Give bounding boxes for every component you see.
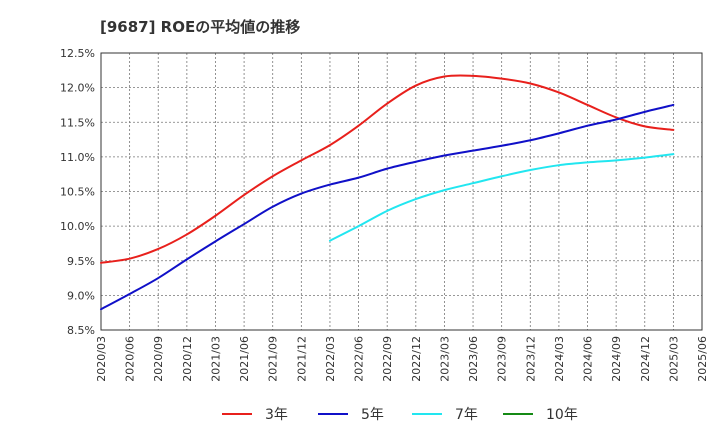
legend: 3年 5年 7年 10年: [222, 407, 578, 423]
x-tick-label: 2024/09: [610, 336, 623, 382]
series-line-5年: [100, 103, 675, 311]
y-tick-label: 9.5%: [67, 255, 95, 268]
y-tick-label: 8.5%: [67, 324, 95, 337]
y-tick-label: 12.0%: [60, 82, 95, 95]
series-line-3年: [100, 74, 675, 264]
y-axis-ticks: 8.5% 9.0% 9.5% 10.0% 10.5% 11.0% 11.5% 12.0% 12.…: [60, 47, 95, 337]
plot-area-border: [100, 52, 703, 331]
x-tick-label: 2021/09: [267, 336, 280, 382]
x-tick-label: 2025/03: [667, 336, 680, 382]
y-tick-label: 11.0%: [60, 151, 95, 164]
grid-layer: [101, 53, 702, 330]
y-tick-label: 9.0%: [67, 289, 95, 302]
x-tick-label: 2020/06: [124, 336, 137, 382]
y-tick-label: 11.5%: [60, 116, 95, 129]
x-tick-label: 2021/06: [238, 336, 251, 382]
x-tick-label: 2020/09: [152, 336, 165, 382]
x-tick-label: 2022/06: [353, 336, 366, 382]
x-tick-label: 2023/12: [524, 336, 537, 382]
x-tick-label: 2022/09: [381, 336, 394, 382]
y-tick-label: 10.5%: [60, 186, 95, 199]
legend-label: 10年: [546, 407, 578, 423]
x-tick-label: 2024/06: [582, 336, 595, 382]
x-tick-label: 2023/06: [467, 336, 480, 382]
x-tick-label: 2022/12: [410, 336, 423, 382]
y-tick-label: 12.5%: [60, 47, 95, 60]
x-tick-label: 2025/06: [696, 336, 709, 382]
series-layer: [100, 74, 675, 311]
x-tick-label: 2022/03: [324, 336, 337, 382]
x-tick-label: 2023/09: [496, 336, 509, 382]
x-tick-label: 2021/12: [295, 336, 308, 382]
x-tick-label: 2020/12: [181, 336, 194, 382]
x-tick-label: 2020/03: [95, 336, 108, 382]
x-tick-label: 2024/12: [639, 336, 652, 382]
legend-label: 3年: [265, 407, 288, 423]
x-tick-label: 2023/03: [438, 336, 451, 382]
legend-label: 7年: [455, 407, 478, 423]
x-tick-label: 2021/03: [209, 336, 222, 382]
legend-label: 5年: [361, 407, 384, 423]
x-tick-label: 2024/03: [553, 336, 566, 382]
series-line-7年: [328, 153, 675, 242]
chart-title: [9687] ROEの平均値の推移: [100, 18, 301, 36]
x-axis-ticks: 2020/03 2020/06 2020/09 2020/12 2021/03 2021/…: [95, 336, 709, 382]
y-tick-label: 10.0%: [60, 220, 95, 233]
